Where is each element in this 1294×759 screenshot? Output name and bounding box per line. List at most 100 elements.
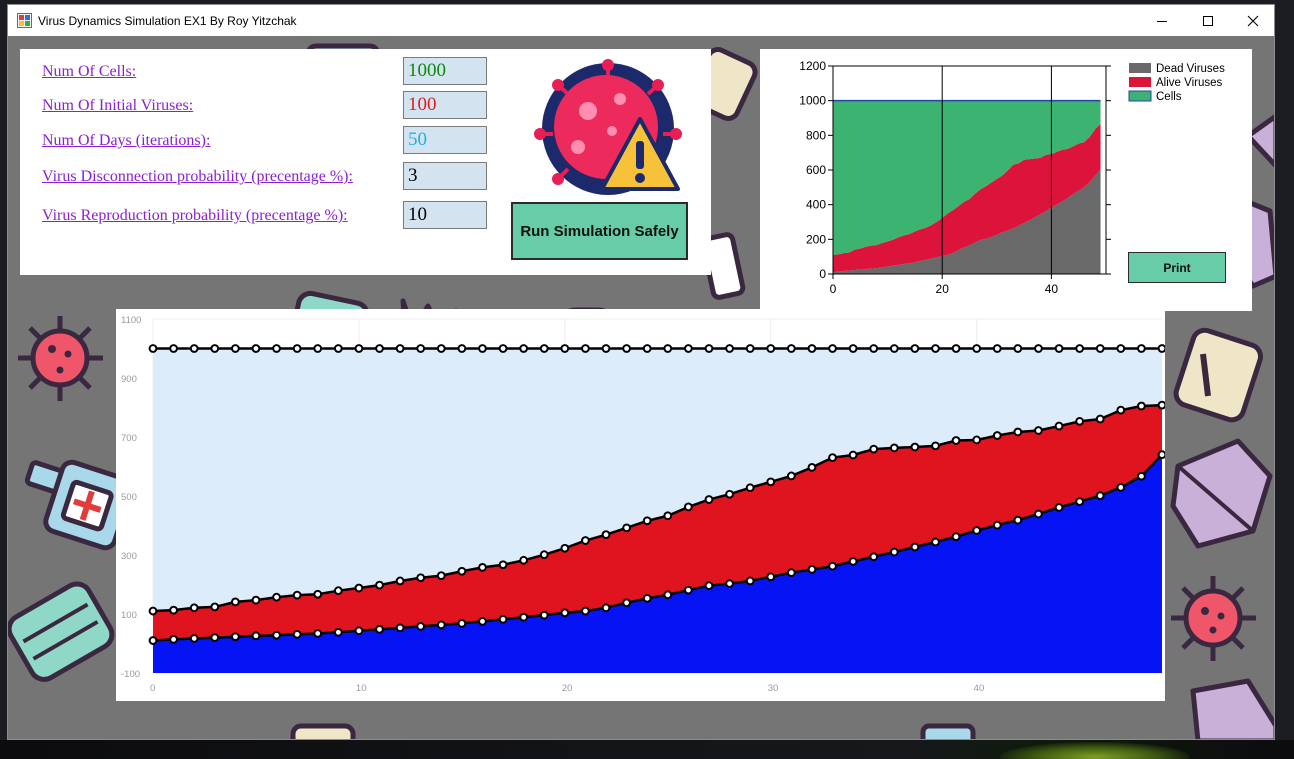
disconnection-probability-input[interactable] <box>403 162 487 190</box>
num-of-initial-viruses-input[interactable] <box>403 91 487 119</box>
data-point <box>601 344 611 353</box>
data-point <box>1157 400 1165 410</box>
toilet-roll-icon <box>1173 327 1264 423</box>
data-point <box>725 344 734 353</box>
data-point <box>251 595 261 605</box>
data-point <box>931 441 940 451</box>
data-point <box>230 632 240 642</box>
legend-swatch <box>1128 90 1152 102</box>
reproduction-probability-input[interactable] <box>403 201 487 229</box>
data-point <box>333 627 343 637</box>
minimize-button[interactable] <box>1139 5 1185 36</box>
virus-icon <box>1171 576 1256 661</box>
data-point <box>498 614 508 624</box>
area-series-alive-viruses <box>833 123 1101 273</box>
data-point <box>169 634 178 644</box>
data-point <box>1013 344 1023 353</box>
data-point <box>972 435 982 445</box>
data-point <box>478 616 487 626</box>
x-tick-label: 0 <box>150 683 155 694</box>
data-point <box>1013 427 1023 437</box>
data-point <box>1034 344 1043 353</box>
data-point <box>1075 344 1085 353</box>
data-point <box>457 344 467 353</box>
data-point <box>663 590 673 600</box>
disconnection-probability-label: Virus Disconnection probability (precent… <box>42 168 353 185</box>
data-point <box>642 593 652 603</box>
data-point <box>1054 421 1064 431</box>
data-point <box>457 619 467 628</box>
data-point <box>333 344 343 353</box>
data-point <box>478 562 487 572</box>
data-point <box>848 557 858 566</box>
num-of-cells-input[interactable] <box>403 57 487 85</box>
data-point <box>395 344 405 353</box>
window-title: Virus Dynamics Simulation EX1 By Roy Yit… <box>38 14 297 28</box>
tissue-box-icon <box>1190 678 1274 739</box>
data-point <box>951 344 961 353</box>
data-point <box>807 565 817 574</box>
data-point <box>910 442 920 452</box>
close-button[interactable] <box>1230 5 1274 36</box>
desktop-wallpaper-glow <box>1000 742 1190 759</box>
num-of-days-input[interactable] <box>403 126 487 154</box>
data-point <box>251 631 261 641</box>
data-point <box>951 532 961 542</box>
data-point <box>169 605 178 615</box>
data-point <box>498 344 508 353</box>
data-point <box>436 620 446 630</box>
data-point <box>210 602 220 612</box>
data-point <box>910 344 920 353</box>
data-point <box>230 344 240 353</box>
data-point <box>931 537 940 547</box>
maximize-button[interactable] <box>1185 5 1231 36</box>
y-tick-label: 200 <box>806 232 826 246</box>
data-point <box>663 344 673 353</box>
data-point <box>292 629 302 639</box>
data-point <box>375 624 384 634</box>
data-point <box>478 344 487 353</box>
data-point <box>1095 414 1105 424</box>
legend-swatch <box>1129 63 1151 73</box>
data-point <box>1034 426 1043 435</box>
print-button[interactable]: Print <box>1128 252 1226 283</box>
data-point <box>375 344 384 353</box>
data-point <box>1075 497 1085 507</box>
data-point <box>704 344 714 353</box>
data-point <box>1137 471 1146 481</box>
data-point <box>642 344 652 353</box>
y-tick-label: 400 <box>806 198 826 212</box>
run-simulation-button[interactable]: Run Simulation Safely <box>511 202 688 260</box>
area-series-dead-viruses <box>833 169 1101 274</box>
data-point <box>1034 509 1043 519</box>
data-point <box>1137 401 1146 411</box>
data-point <box>560 344 570 353</box>
data-point <box>148 344 158 353</box>
title-bar[interactable]: Virus Dynamics Simulation EX1 By Roy Yit… <box>8 5 1274 36</box>
data-point <box>539 550 549 560</box>
x-tick-label: 10 <box>356 683 367 694</box>
data-point <box>148 606 158 616</box>
data-point <box>1075 416 1085 426</box>
data-point <box>848 344 858 353</box>
y-tick-label: 1100 <box>121 315 141 326</box>
face-mask-icon <box>8 581 115 682</box>
data-point <box>1095 491 1105 501</box>
data-point <box>972 526 982 535</box>
data-point <box>333 586 343 596</box>
data-point <box>519 612 529 622</box>
data-point <box>1157 450 1165 460</box>
data-point <box>725 489 734 499</box>
data-point <box>931 344 940 353</box>
data-point <box>683 344 693 353</box>
data-point <box>992 344 1002 353</box>
y-tick-label: 900 <box>121 374 137 385</box>
data-point <box>725 579 734 589</box>
data-point <box>436 344 446 353</box>
data-point <box>828 344 837 353</box>
data-point <box>601 530 611 540</box>
data-point <box>704 495 714 504</box>
y-tick-label: 1200 <box>799 59 826 73</box>
data-point <box>951 436 961 445</box>
data-point <box>663 511 673 521</box>
